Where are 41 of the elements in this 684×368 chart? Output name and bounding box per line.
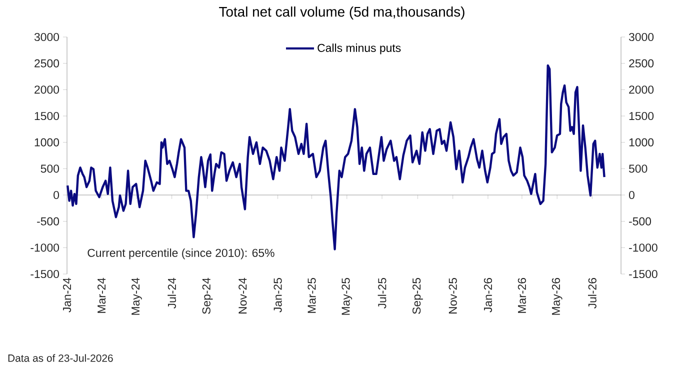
y-tick-label: 1000 (34, 138, 60, 146)
line-series (66, 64, 606, 250)
x-tick-label: Jan-26 (484, 278, 492, 312)
x-tick-label: Jan-25 (274, 278, 282, 312)
x-tick-label: Sep-25 (412, 278, 423, 314)
y2-tick-label: 500 (628, 164, 648, 173)
y-tick-label: 2500 (34, 59, 60, 68)
y-tick-label: -500 (37, 217, 60, 226)
y-tick-label: 3000 (34, 32, 60, 42)
y2-tick-label: 1500 (629, 112, 654, 120)
x-tick-label: Jul-24 (168, 278, 176, 309)
text: Data as of 23-Jul-2026 (8, 354, 113, 362)
x-tick-label: Mar-25 (308, 278, 316, 313)
y-tick-label: 0 (54, 190, 60, 200)
x-tick-label: Jan-24 (62, 278, 72, 312)
y2-tick-label: -1500 (629, 270, 658, 278)
y-tick-label: -1000 (30, 244, 60, 252)
y-tick-label: 2000 (34, 86, 60, 94)
y2-tick-label: 2000 (629, 86, 654, 94)
annotation: Current percentile (since 2010): 65% (88, 248, 274, 260)
x-tick-label: Mar-24 (98, 278, 106, 313)
y2-tick-label: -500 (629, 217, 652, 226)
x-tick-label: Sep-24 (202, 278, 213, 314)
y2-tick-label: 2500 (629, 59, 654, 68)
x-tick-label: May-25 (342, 278, 352, 315)
x-tick-label: Nov-24 (238, 278, 247, 314)
x-tick-label: May-26 (552, 278, 562, 315)
y-tick-label: -1500 (30, 270, 60, 278)
y2-tick-label: -1000 (629, 244, 658, 252)
x-tick-label: May-24 (131, 278, 142, 315)
x-tick-label: Jul-25 (378, 278, 386, 309)
y2-tick-label: 0 (628, 190, 634, 200)
y-tick-label: 500 (40, 164, 60, 173)
y2-tick-label: 1000 (629, 138, 654, 146)
x-tick-label: Nov-25 (448, 278, 457, 314)
chart-title: Total net call volume (5d ma,thousands) (219, 6, 464, 20)
y-tick-label: 1500 (34, 112, 60, 120)
x-tick-label: Mar-26 (518, 278, 526, 313)
legend-label: Calls minus puts (318, 44, 401, 54)
y2-tick-label: 3000 (628, 32, 654, 42)
x-tick-label: Jul-26 (588, 278, 596, 309)
